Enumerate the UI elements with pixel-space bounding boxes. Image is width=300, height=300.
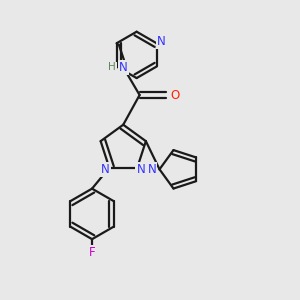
Text: N: N	[157, 35, 166, 48]
Text: N: N	[148, 163, 157, 176]
Text: N: N	[119, 61, 128, 74]
Text: N: N	[101, 163, 110, 176]
Text: F: F	[89, 246, 95, 259]
Text: H: H	[108, 62, 116, 72]
Text: O: O	[171, 88, 180, 101]
Text: N: N	[136, 163, 145, 176]
